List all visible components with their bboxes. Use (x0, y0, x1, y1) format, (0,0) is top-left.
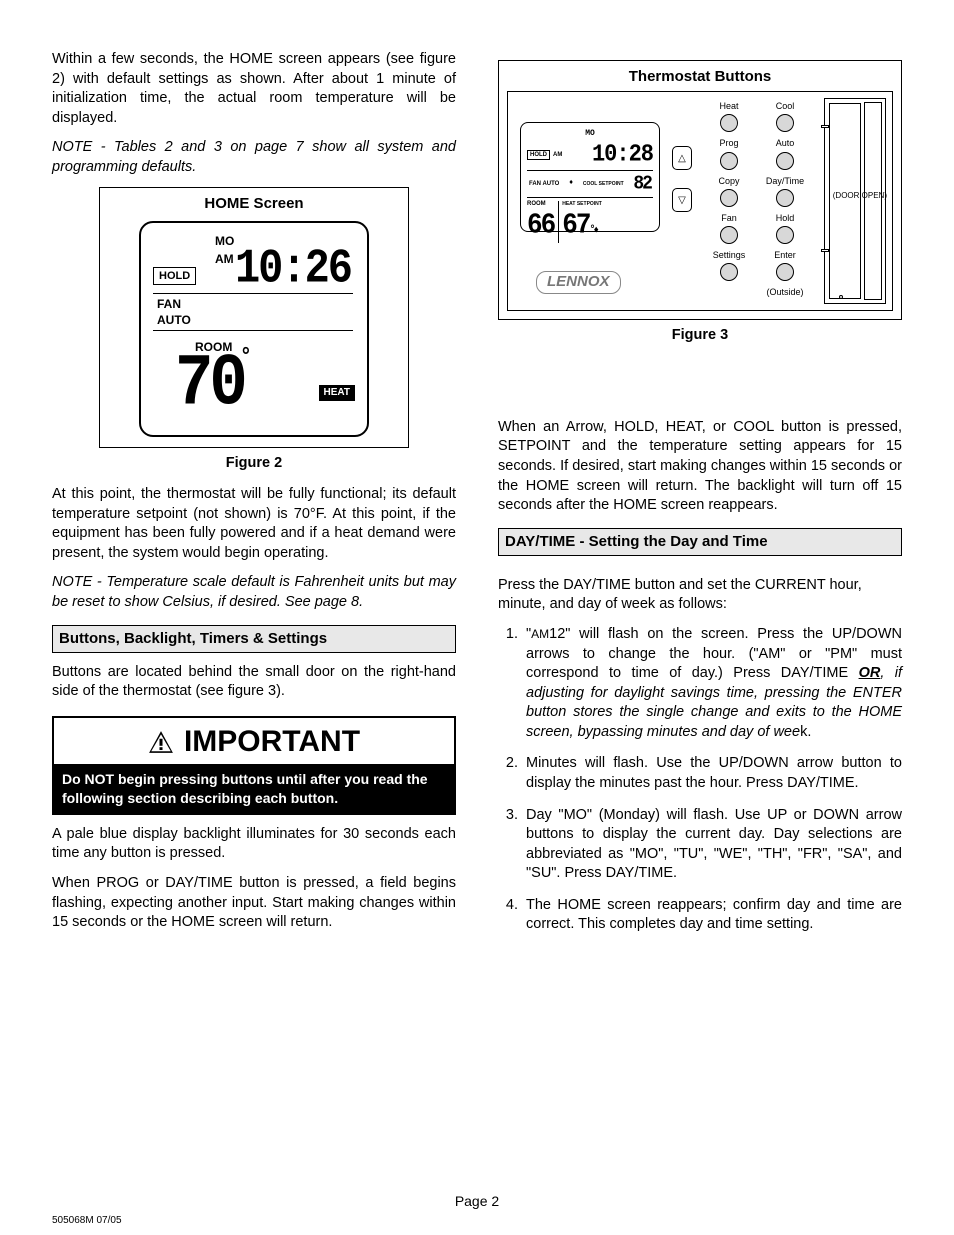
figure-3-title: Thermostat Buttons (507, 67, 893, 87)
lbl-heat: Heat (701, 100, 757, 112)
figure-2-box: HOME Screen MO AM 10:26 HOLD FAN AUTO RO… (99, 187, 409, 447)
prog-button[interactable] (720, 152, 738, 170)
lcd-fan: FAN (157, 296, 349, 312)
heat-button[interactable] (720, 114, 738, 132)
step-4: The HOME screen reappears; confirm day a… (522, 896, 902, 935)
lbl-hold: Hold (757, 212, 813, 224)
down-arrow-button[interactable]: ▽ (672, 188, 692, 212)
figure-3-caption: Figure 3 (498, 326, 902, 346)
settings-button[interactable] (720, 263, 738, 281)
doc-id: 505068M 07/05 (52, 1214, 122, 1228)
lbl-enter: Enter (757, 249, 813, 261)
paragraph-buttons-location: Buttons are located behind the small doo… (52, 663, 456, 702)
section-buttons-backlight: Buttons, Backlight, Timers & Settings (52, 625, 456, 653)
thermostat-door: (DOOR OPEN) (824, 98, 886, 304)
note-tables: NOTE - Tables 2 and 3 on page 7 show all… (52, 138, 456, 177)
lcd-degree: ° (240, 345, 248, 371)
up-arrow-button[interactable]: △ (672, 146, 692, 170)
lcd-day: MO (215, 233, 234, 249)
brand-logo: LENNOX (536, 271, 621, 294)
page-number: Page 2 (52, 1192, 902, 1211)
lbl-auto: Auto (757, 137, 813, 149)
lcd-temp: 70° (175, 336, 252, 435)
page-footer: Page 2 505068M 07/05 (52, 1192, 902, 1211)
fan-button[interactable] (720, 226, 738, 244)
hinge-icon (821, 125, 829, 128)
lbl-fan: Fan (701, 212, 757, 224)
lcd3-cooltemp: 82 (633, 171, 651, 198)
lcd-auto: AUTO (157, 312, 349, 328)
lbl-cool: Cool (757, 100, 813, 112)
lbl-prog: Prog (701, 137, 757, 149)
paragraph-arrow-hold: When an Arrow, HOLD, HEAT, or COOL butto… (498, 418, 902, 516)
left-column: Within a few seconds, the HOME screen ap… (52, 50, 456, 947)
enter-button[interactable] (776, 263, 794, 281)
important-title-text: IMPORTANT (184, 722, 360, 763)
thermostat-lcd: MO HOLD AM 10:28 FAN AUTO ♦ COOL SETPOIN… (520, 122, 660, 232)
step-3: Day "MO" (Monday) will flash. Use UP or … (522, 806, 902, 884)
door-open-label: (DOOR OPEN) (831, 191, 887, 202)
lcd3-fanauto: FAN AUTO (529, 180, 559, 188)
important-title-row: IMPORTANT (54, 718, 454, 765)
button-grid: HeatCool ProgAuto CopyDay/Time FanHold S… (701, 100, 813, 300)
important-callout: IMPORTANT Do NOT begin pressing buttons … (52, 716, 456, 815)
lcd-heat-chip: HEAT (319, 385, 355, 401)
paragraph-press-daytime: Press the DAY/TIME button and set the CU… (498, 576, 902, 615)
lcd3-hold: HOLD (527, 150, 550, 160)
warning-icon (148, 730, 174, 754)
note-fahrenheit: NOTE - Temperature scale default is Fahr… (52, 573, 456, 612)
lcd3-coolset: COOL SETPOINT (583, 181, 624, 188)
lcd-hold: HOLD (153, 267, 196, 286)
lbl-copy: Copy (701, 175, 757, 187)
step-2: Minutes will flash. Use the UP/DOWN arro… (522, 754, 902, 793)
lcd3-heattemp: 67°♦ (562, 206, 602, 245)
hinge-icon (821, 249, 829, 252)
lcd3-roomtemp: 66 (527, 206, 554, 245)
paragraph-backlight: A pale blue display backlight illuminate… (52, 825, 456, 864)
figure-3-box: Thermostat Buttons MO HOLD AM 10:28 FAN … (498, 60, 902, 320)
paragraph-prog-daytime: When PROG or DAY/TIME button is pressed,… (52, 874, 456, 933)
lcd-temp-value: 70 (175, 344, 244, 427)
lcd-ampm: AM (215, 251, 234, 267)
lcd3-time: 10:28 (565, 139, 653, 172)
auto-button[interactable] (776, 152, 794, 170)
right-column: Thermostat Buttons MO HOLD AM 10:28 FAN … (498, 50, 902, 947)
paragraph-functional: At this point, the thermostat will be fu… (52, 485, 456, 563)
thermostat-diagram: MO HOLD AM 10:28 FAN AUTO ♦ COOL SETPOIN… (507, 91, 893, 311)
home-screen-lcd: MO AM 10:26 HOLD FAN AUTO ROOM 70° HEAT (139, 221, 369, 437)
lcd-fan-row: FAN AUTO (153, 293, 353, 331)
figure-2-title: HOME Screen (110, 194, 398, 214)
lbl-daytime: Day/Time (757, 175, 813, 187)
lbl-settings: Settings (701, 249, 757, 261)
daytime-button[interactable] (776, 189, 794, 207)
lcd3-am: AM (553, 151, 562, 159)
hold-button[interactable] (776, 226, 794, 244)
lbl-outside: (Outside) (757, 286, 813, 298)
section-daytime: DAY/TIME - Setting the Day and Time (498, 528, 902, 556)
figure-2-caption: Figure 2 (52, 454, 456, 474)
step-1: "AM12" will flash on the screen. Press t… (522, 625, 902, 742)
copy-button[interactable] (720, 189, 738, 207)
intro-paragraph: Within a few seconds, the HOME screen ap… (52, 50, 456, 128)
daytime-steps: "AM12" will flash on the screen. Press t… (498, 625, 902, 935)
important-body: Do NOT begin pressing buttons until afte… (54, 764, 454, 812)
cool-button[interactable] (776, 114, 794, 132)
